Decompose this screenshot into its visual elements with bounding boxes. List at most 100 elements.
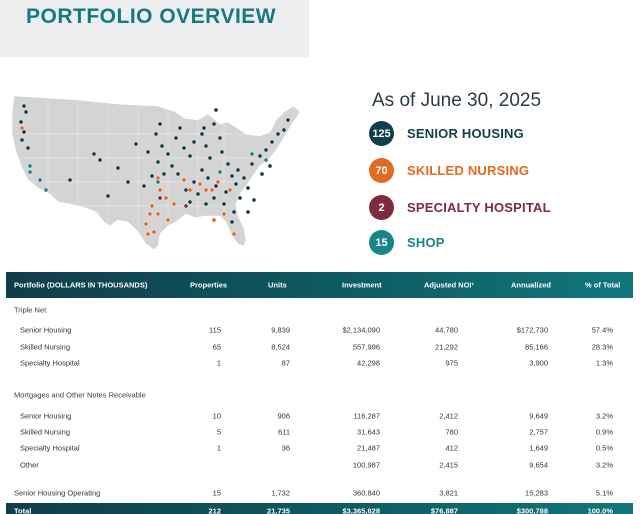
title-banner — [0, 0, 309, 57]
table-row: Senior Housing Operating 15 1,732 360,840 3,… — [6, 485, 633, 501]
property-marker — [155, 179, 161, 185]
cell-pct-total: 57.4% — [591, 325, 613, 335]
property-marker — [275, 131, 281, 137]
total-row: Total 212 21,735 $3,365,628 $76,887 $300,788 1… — [6, 502, 633, 514]
total-annualized: $300,788 — [516, 506, 548, 514]
property-marker — [281, 127, 287, 133]
property-marker — [219, 149, 225, 155]
cell-properties: 15 — [212, 488, 221, 498]
cell-investment: 100,987 — [352, 460, 380, 470]
property-marker — [229, 219, 235, 225]
cell-pct-total: 3.2% — [595, 460, 613, 470]
count-badge: 70 — [369, 158, 394, 183]
property-marker — [241, 175, 247, 181]
header-properties: Properties — [190, 280, 228, 290]
cell-pct-total: 28.3% — [591, 342, 613, 352]
property-marker — [213, 183, 219, 189]
cell-units: 87 — [281, 358, 290, 368]
triple-net-rows: Senior Housing 115 9,839 $2,134,090 44,780 $1… — [6, 322, 633, 371]
header-annualized: Annualized — [511, 280, 552, 290]
legend-label: SKILLED NURSING — [407, 163, 530, 178]
property-marker — [285, 117, 291, 123]
section-label: Mortgages and Other Notes Receivable — [14, 390, 146, 400]
property-marker — [249, 151, 255, 157]
property-marker — [161, 171, 167, 177]
table-row: Specialty Hospital 1 36 21,487 412 1,649 0.5% — [6, 440, 633, 456]
page-title: PORTFOLIO OVERVIEW — [26, 5, 277, 28]
property-marker — [25, 145, 31, 151]
property-marker — [147, 211, 153, 217]
table-row: Skilled Nursing 5 611 31,643 780 2,757 0.9% — [6, 424, 633, 440]
total-properties: 212 — [208, 506, 221, 514]
cell-units: 1,732 — [271, 488, 290, 498]
table-row: Specialty Hospital 1 87 42,298 975 3,900 1.3% — [6, 355, 633, 371]
cell-pct-total: 0.9% — [595, 427, 613, 437]
property-marker — [171, 201, 177, 207]
property-marker — [157, 195, 163, 201]
us-portfolio-map — [11, 95, 301, 251]
property-marker — [215, 179, 221, 185]
cell-annualized: 9,654 — [529, 460, 548, 470]
property-marker — [141, 183, 147, 189]
property-marker — [229, 173, 235, 179]
legend-skilled-nursing: 70 SKILLED NURSING — [369, 158, 529, 183]
property-marker — [263, 157, 269, 163]
cell-adjusted-noi: 2,415 — [439, 460, 458, 470]
property-marker — [203, 187, 209, 193]
property-marker — [191, 139, 197, 145]
property-marker — [217, 135, 223, 141]
property-marker — [27, 163, 33, 169]
count-badge: 125 — [369, 121, 394, 146]
cell-annualized: $172,730 — [516, 325, 548, 335]
property-marker — [21, 129, 27, 135]
cell-adjusted-noi: 2,412 — [439, 411, 458, 421]
property-marker — [221, 211, 227, 217]
property-marker — [237, 195, 243, 201]
legend-label: SPECIALTY HOSPITAL — [407, 200, 551, 215]
property-marker — [259, 171, 265, 177]
property-marker — [231, 231, 237, 237]
property-marker — [155, 211, 161, 217]
property-marker — [67, 177, 73, 183]
header-adjusted-noi: Adjusted NOI¹ — [424, 280, 474, 290]
property-marker — [181, 145, 187, 151]
property-marker — [115, 165, 121, 171]
legend-senior-housing: 125 SENIOR HOUSING — [369, 121, 524, 146]
property-marker — [199, 131, 205, 137]
section-mortgages: Mortgages and Other Notes Receivable — [6, 387, 633, 403]
property-marker — [151, 229, 157, 235]
property-marker — [225, 161, 231, 167]
property-marker — [249, 161, 255, 167]
cell-properties: 1 — [216, 358, 221, 368]
property-marker — [201, 125, 207, 131]
cell-annualized: 2,757 — [529, 427, 548, 437]
property-marker — [153, 131, 159, 137]
property-marker — [211, 121, 217, 127]
property-marker — [221, 201, 227, 207]
property-marker — [187, 199, 193, 205]
us-map-shape — [11, 95, 301, 251]
property-marker — [165, 151, 171, 157]
property-marker — [205, 175, 211, 181]
property-marker — [233, 181, 239, 187]
cell-units: 8,524 — [271, 342, 290, 352]
cell-pct-total: 5.1% — [595, 488, 613, 498]
property-marker — [18, 119, 24, 125]
cell-properties: 5 — [216, 427, 221, 437]
property-marker — [207, 155, 213, 161]
cell-pct-total: 0.5% — [595, 443, 613, 453]
property-marker — [175, 171, 181, 177]
property-marker — [125, 179, 131, 185]
property-marker — [209, 187, 215, 193]
cell-annualized: 3,900 — [529, 358, 548, 368]
total-pct-total: 100.0% — [587, 506, 613, 514]
property-marker — [149, 203, 155, 209]
property-marker — [269, 139, 275, 145]
property-marker — [187, 153, 193, 159]
cell-adjusted-noi: 3,821 — [439, 488, 458, 498]
property-marker — [183, 203, 189, 209]
property-marker — [27, 169, 33, 175]
cell-investment: $2,134,090 — [342, 325, 380, 335]
property-marker — [155, 175, 161, 181]
property-marker — [181, 177, 187, 183]
